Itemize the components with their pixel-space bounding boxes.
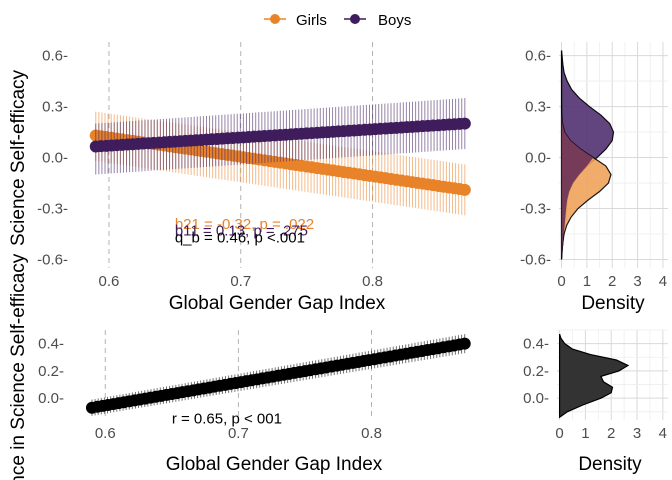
bottom-main-x-tick-label: 0.8 bbox=[361, 425, 382, 442]
top-density-x-tick-label: 2 bbox=[608, 273, 616, 290]
top-density-y-tick-label: -0.3- bbox=[520, 201, 551, 218]
top-main-y-tick-label: 0.3- bbox=[42, 99, 68, 116]
panel-bottom-density: 0.0- 0.2- 0.4- 0 1 2 3 4 bbox=[523, 329, 668, 442]
top-main-point-boys bbox=[458, 117, 471, 130]
bottom-main-point-overall bbox=[458, 337, 471, 350]
top-main-y-tick-label: 0.0- bbox=[42, 150, 68, 167]
top-main-y-tick-label: -0.3- bbox=[37, 201, 68, 218]
top-main-points-boys bbox=[89, 117, 471, 153]
top-density-x-tick-label: 4 bbox=[659, 273, 667, 290]
bottom-density-x-tick-label: 4 bbox=[659, 425, 667, 442]
top-main-annotation-overall: q_b = 0.46, p <.001 bbox=[175, 229, 305, 246]
top-density-y-tick-label: -0.6- bbox=[520, 252, 551, 269]
bottom-main-y-tick-label: 0.0- bbox=[38, 390, 64, 407]
top-main-annotation-girls: b21 = -0.32, p = .022 bbox=[175, 216, 314, 233]
panel-top-main-scatter: -0.6- -0.3- 0.0- 0.3- 0.6- 0.6 0.7 0.8 b21 = -0.… bbox=[37, 42, 471, 290]
legend-label-girls: Girls bbox=[296, 12, 327, 29]
bottom-density-x-tick-label: 3 bbox=[633, 425, 641, 442]
bottom-density-density-area-overall bbox=[558, 333, 630, 419]
bottom-density-x-tick-label: 2 bbox=[607, 425, 615, 442]
legend-entry-girls: Girls bbox=[264, 12, 327, 29]
bottom-main-annotation-overall: r = 0.65, p < 001 bbox=[172, 411, 282, 428]
bottom-main-x-tick-label: 0.6 bbox=[95, 425, 116, 442]
bottom-density-y-tick-label: 0.2- bbox=[523, 363, 549, 380]
legend: Girls Boys bbox=[264, 12, 411, 29]
top-density-y-tick-label: 0.3- bbox=[525, 99, 551, 116]
top-density-x-tick-label: 3 bbox=[633, 273, 641, 290]
top-main-x-tick-label: 0.8 bbox=[362, 273, 383, 290]
legend-entry-boys: Boys bbox=[344, 12, 411, 29]
bottom-main-x-tick-label: 0.7 bbox=[228, 425, 249, 442]
bottom-main-y-tick-label: 0.4- bbox=[38, 336, 64, 353]
legend-key-boys-dot bbox=[350, 14, 360, 24]
legend-label-boys: Boys bbox=[378, 12, 411, 29]
top-main-annotation-boys: b11 = 0.13, p = .275 bbox=[175, 223, 308, 240]
top-main-x-tick-label: 0.6 bbox=[99, 273, 120, 290]
top-density-x-axis-title: Density bbox=[581, 293, 645, 314]
bottom-main-y-axis-title: ence in Science Self-efficacy bbox=[8, 253, 29, 480]
bottom-density-x-axis-title: Density bbox=[578, 454, 642, 475]
bottom-density-x-tick-label: 1 bbox=[581, 425, 589, 442]
top-main-x-tick-label: 0.7 bbox=[230, 273, 251, 290]
top-density-y-tick-label: 0.0- bbox=[525, 150, 551, 167]
top-density-x-tick-label: 0 bbox=[557, 273, 565, 290]
top-density-x-tick-label: 1 bbox=[583, 273, 591, 290]
top-main-point-girls bbox=[458, 183, 471, 196]
bottom-main-points-overall bbox=[85, 337, 471, 414]
top-main-x-axis-title: Global Gender Gap Index bbox=[169, 293, 386, 314]
bottom-main-x-axis-title: Global Gender Gap Index bbox=[166, 454, 383, 475]
bottom-main-y-tick-label: 0.2- bbox=[38, 363, 64, 380]
top-density-y-tick-label: 0.6- bbox=[525, 48, 551, 65]
panel-bottom-main-scatter: 0.0- 0.2- 0.4- 0.6 0.7 0.8 r = 0.65, p < 001 bbox=[38, 330, 471, 442]
top-main-y-axis-title: Science Self-efficacy bbox=[8, 69, 29, 246]
bottom-density-x-tick-label: 0 bbox=[555, 425, 563, 442]
panel-top-density: -0.6- -0.3- 0.0- 0.3- 0.6- 0 1 2 3 4 bbox=[520, 42, 668, 290]
bottom-density-y-tick-label: 0.4- bbox=[523, 336, 549, 353]
top-density-density-area-overlap bbox=[561, 50, 594, 260]
top-main-y-tick-label: -0.6- bbox=[37, 252, 68, 269]
top-main-y-tick-label: 0.6- bbox=[42, 48, 68, 65]
legend-key-girls-dot bbox=[270, 14, 280, 24]
bottom-density-y-tick-label: 0.0- bbox=[523, 390, 549, 407]
